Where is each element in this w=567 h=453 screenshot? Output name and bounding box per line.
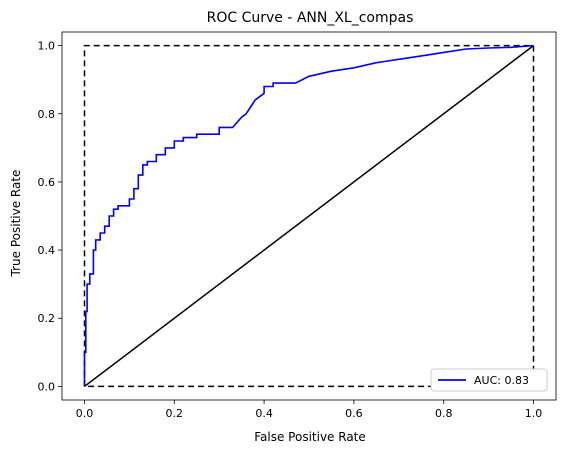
- x-tick-label: 0.0: [76, 407, 94, 420]
- x-axis-label: False Positive Rate: [254, 430, 366, 444]
- legend-frame: [430, 368, 548, 392]
- x-tick-label: 0.4: [255, 407, 273, 420]
- x-tick-label: 0.2: [166, 407, 184, 420]
- y-tick-label: 0.2: [38, 312, 56, 325]
- y-tick-label: 0.4: [38, 244, 56, 257]
- random-classifier-diagonal-line: [84, 45, 534, 387]
- x-axis-ticks: 0.0 0.2 0.4 0.6 0.8 1.0: [76, 400, 543, 420]
- y-tick-label: 1.0: [38, 40, 56, 53]
- y-axis-label: True Positive Rate: [9, 170, 23, 278]
- chart-title: ROC Curve - ANN_XL_compas: [207, 10, 414, 26]
- axes-frame: [61, 31, 557, 401]
- y-tick-label: 0.0: [38, 380, 56, 393]
- legend-label: AUC: 0.83: [474, 374, 529, 387]
- x-tick-label: 0.6: [345, 407, 363, 420]
- x-tick-label: 1.0: [525, 407, 543, 420]
- y-tick-label: 0.6: [38, 176, 56, 189]
- plot-area: [61, 31, 557, 401]
- perfect-classifier-dashed-line: [83, 44, 535, 388]
- y-tick-label: 0.8: [38, 108, 56, 121]
- roc-curve-line: [83, 44, 534, 387]
- legend: AUC: 0.83: [430, 368, 548, 392]
- y-axis-ticks: 0.0 0.2 0.4 0.6 0.8 1.0: [38, 40, 62, 393]
- x-tick-label: 0.8: [435, 407, 453, 420]
